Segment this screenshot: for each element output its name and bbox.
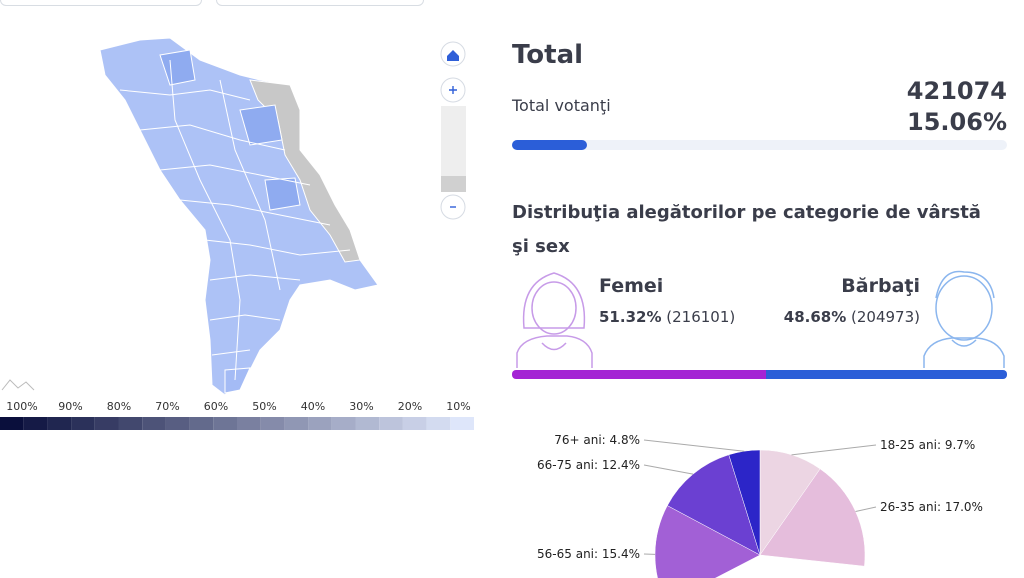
legend-swatch — [165, 417, 190, 430]
total-label: Total votanţi — [512, 96, 611, 115]
legend-swatch — [142, 417, 166, 430]
legend-swatch — [260, 417, 285, 430]
leader-line — [791, 444, 877, 456]
pie-label: 56-65 ani: 15.4% — [537, 547, 640, 561]
pie-label: 66-75 ani: 12.4% — [537, 458, 640, 472]
female-label: Femei — [599, 275, 664, 297]
zoom-thumb[interactable] — [441, 176, 466, 192]
map-legend: 100% 90% 80% 70% 60% 50% 40% 30% 20% 10% — [0, 400, 474, 430]
female-percent: 51.32% — [599, 308, 662, 326]
male-icon — [923, 270, 1005, 368]
male-percent: 48.68% — [783, 308, 847, 326]
legend-label: 100% — [6, 400, 37, 413]
legend-swatch — [94, 417, 119, 430]
legend-label: 10% — [446, 400, 470, 413]
legend-swatch — [308, 417, 332, 430]
legend-swatch — [118, 417, 143, 430]
total-title: Total — [512, 40, 584, 70]
legend-label: 80% — [107, 400, 131, 413]
leader-line — [643, 464, 694, 475]
male-label: Bărbaţi — [841, 275, 920, 297]
female-count: (216101) — [666, 308, 736, 326]
legend-label: 90% — [58, 400, 82, 413]
distribution-title: Distribuţia alegătorilor pe categorie de… — [512, 202, 981, 257]
legend-swatch — [426, 417, 451, 430]
legend-swatch — [402, 417, 427, 430]
male-bar — [766, 370, 1007, 379]
total-percent: 15.06% — [907, 108, 1007, 136]
progress-bar — [512, 140, 587, 150]
region-borders — [119, 59, 351, 381]
legend-swatch — [284, 417, 309, 430]
legend-swatch — [379, 417, 403, 430]
age-pie-chart: 18-25 ani: 9.7% 26-35 ani: 17.0% 56-65 ani… — [537, 433, 983, 578]
legend-label: 50% — [252, 400, 276, 413]
map: 100% 90% 80% 70% 60% 50% 40% 30% 20% 10% — [0, 37, 474, 430]
pie-label: 26-35 ani: 17.0% — [880, 500, 983, 514]
male-count: (204973) — [851, 308, 920, 326]
map-region[interactable] — [224, 367, 251, 394]
female-stats: 51.32% (216101) — [599, 308, 735, 326]
legend-swatch — [71, 417, 95, 430]
legend-swatch — [237, 417, 261, 430]
male-stats: 48.68% (204973) — [784, 308, 920, 326]
legend-swatch — [0, 417, 24, 430]
leader-line — [643, 439, 745, 452]
pie-label: 76+ ani: 4.8% — [554, 433, 640, 447]
legend-swatch — [213, 417, 237, 430]
gender-bar — [512, 370, 1007, 379]
map-region[interactable] — [239, 104, 283, 146]
legend-label: 70% — [155, 400, 179, 413]
legend-label: 20% — [398, 400, 422, 413]
gender-icons — [516, 270, 1005, 368]
home-icon — [447, 50, 459, 61]
map-region[interactable] — [264, 177, 301, 211]
legend-swatch — [355, 417, 380, 430]
zoom-controls — [440, 41, 466, 220]
total-voters: 421074 — [906, 77, 1007, 105]
female-icon — [516, 272, 593, 368]
legend-label: 40% — [301, 400, 325, 413]
pie-slice — [728, 449, 761, 556]
progress-track — [512, 140, 1007, 150]
female-bar — [512, 370, 767, 379]
legend-label: 30% — [349, 400, 373, 413]
legend-swatch — [450, 417, 474, 430]
legend-swatch — [23, 417, 48, 430]
pie-label: 18-25 ani: 9.7% — [880, 438, 975, 452]
plus-icon — [449, 86, 457, 94]
legend-swatch — [331, 417, 356, 430]
map-fragment — [1, 379, 35, 391]
legend-label: 60% — [204, 400, 228, 413]
legend-swatch — [189, 417, 214, 430]
map-region[interactable] — [159, 49, 196, 86]
leader-line — [855, 506, 877, 512]
legend-swatch — [47, 417, 72, 430]
